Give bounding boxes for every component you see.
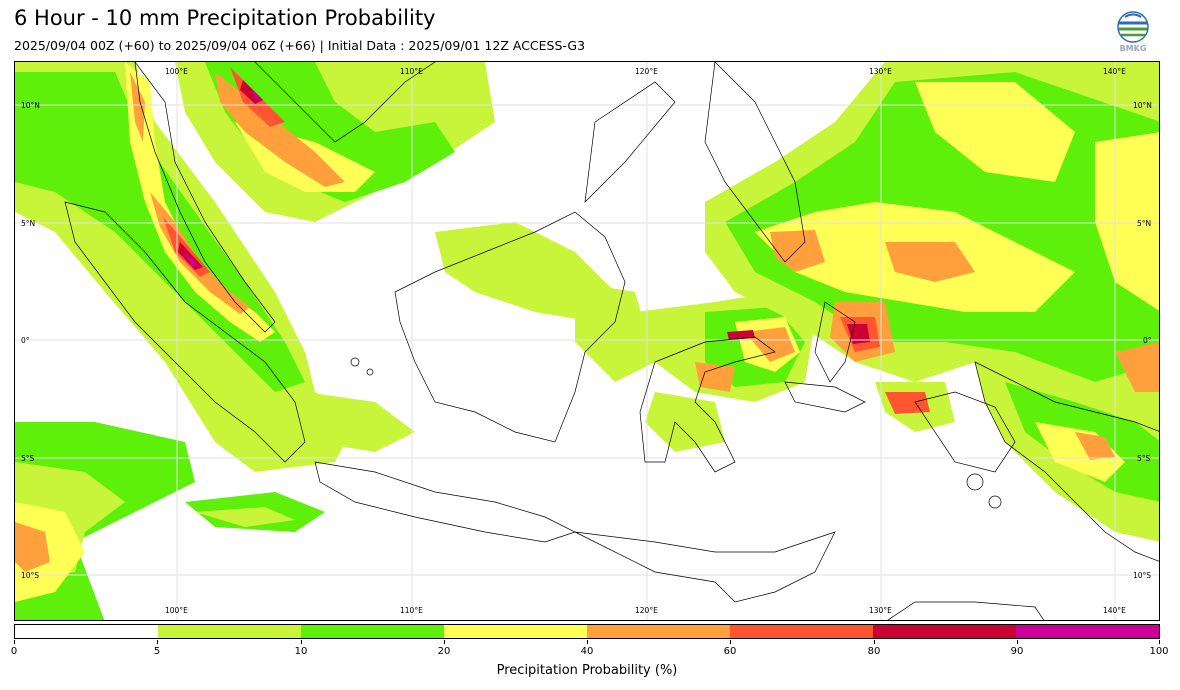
lat-label-right-5s: 5°S — [1137, 454, 1151, 463]
colorbar-ticks: 0 5 10 20 40 60 80 90 100 — [10, 640, 1169, 660]
colorbar-tick-label: 5 — [153, 646, 161, 657]
lat-label-right-10s: 10°S — [1133, 571, 1151, 580]
colorbar — [14, 624, 1160, 639]
lat-label-right-0: 0° — [1143, 336, 1152, 345]
colorbar-segment — [873, 625, 1016, 638]
chart-subtitle: 2025/09/04 00Z (+60) to 2025/09/04 06Z (… — [14, 38, 586, 53]
precipitation-map: 100°E 110°E 120°E 130°E 140°E 100°E 110°… — [14, 61, 1160, 621]
colorbar-tick-label: 20 — [437, 646, 451, 657]
colorbar-segment — [730, 625, 873, 638]
colorbar-segment — [444, 625, 587, 638]
colorbar-tick — [157, 640, 158, 644]
lat-label-left-10s: 10°S — [21, 571, 39, 580]
colorbar-segment — [301, 625, 444, 638]
lat-label-left-0: 0° — [21, 336, 30, 345]
lon-label-top-140: 140°E — [1103, 67, 1126, 76]
lon-label-top-110: 110°E — [400, 67, 423, 76]
lon-label-top-130: 130°E — [869, 67, 892, 76]
colorbar-tick-label: 40 — [580, 646, 594, 657]
colorbar-tick — [1159, 640, 1160, 644]
graticule-labels: 100°E 110°E 120°E 130°E 140°E 100°E 110°… — [21, 67, 1152, 615]
lat-label-right-5n: 5°N — [1137, 219, 1151, 228]
colorbar-tick-label: 0 — [10, 646, 18, 657]
logo-text: BMKG — [1119, 44, 1147, 53]
lat-label-left-10n: 10°N — [21, 101, 40, 110]
colorbar-tick-label: 60 — [723, 646, 737, 657]
colorbar-tick-label: 80 — [867, 646, 881, 657]
colorbar-tick-label: 90 — [1010, 646, 1024, 657]
map-svg: 100°E 110°E 120°E 130°E 140°E 100°E 110°… — [15, 62, 1159, 620]
lon-label-bottom-120: 120°E — [635, 606, 658, 615]
colorbar-tick — [301, 640, 302, 644]
colorbar-tick — [14, 640, 15, 644]
colorbar-tick-label: 100 — [1149, 646, 1169, 657]
colorbar-tick — [874, 640, 875, 644]
lon-label-bottom-130: 130°E — [869, 606, 892, 615]
colorbar-segment — [587, 625, 730, 638]
colorbar-tick — [1017, 640, 1018, 644]
bmkg-logo — [1117, 11, 1149, 43]
colorbar-tick — [444, 640, 445, 644]
coastlines — [64, 62, 1159, 620]
lon-label-top-120: 120°E — [635, 67, 658, 76]
colorbar-segment — [15, 625, 158, 638]
lon-label-bottom-140: 140°E — [1103, 606, 1126, 615]
lon-label-top-100: 100°E — [165, 67, 188, 76]
colorbar-segment — [1016, 625, 1159, 638]
colorbar-label: Precipitation Probability (%) — [496, 663, 678, 678]
colorbar-tick — [730, 640, 731, 644]
lon-label-bottom-100: 100°E — [165, 606, 188, 615]
lon-label-bottom-110: 110°E — [400, 606, 423, 615]
lat-label-right-10n: 10°N — [1133, 101, 1152, 110]
colorbar-tick — [587, 640, 588, 644]
lat-label-left-5n: 5°N — [21, 219, 35, 228]
colorbar-tick-label: 10 — [294, 646, 308, 657]
chart-title: 6 Hour - 10 mm Precipitation Probability — [14, 6, 436, 30]
colorbar-segment — [158, 625, 301, 638]
lat-label-left-5s: 5°S — [21, 454, 35, 463]
precipitation-field — [15, 62, 1159, 620]
